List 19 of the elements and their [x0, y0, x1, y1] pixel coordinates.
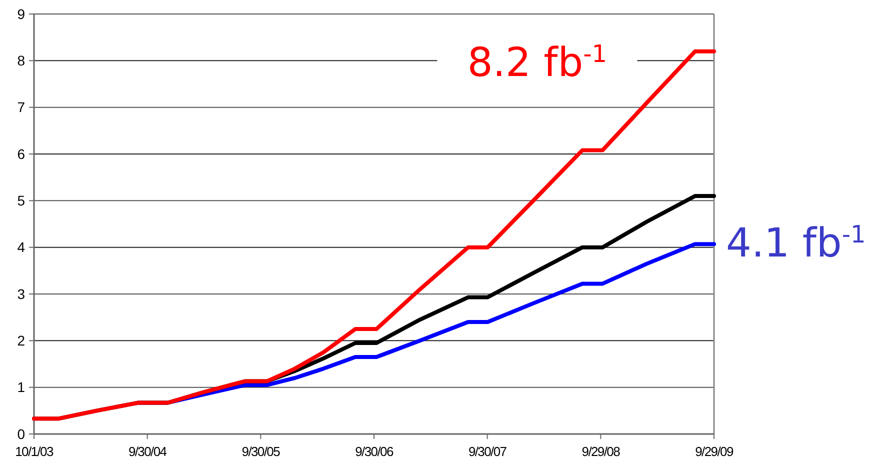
y-tick-label: 3	[17, 286, 26, 302]
x-tick-label: 9/30/06	[355, 444, 394, 459]
y-tick-label: 8	[17, 52, 26, 69]
x-tick-label: 9/30/04	[128, 444, 167, 459]
x-tick-label: 9/30/05	[242, 444, 280, 459]
y-tick-label: 4	[17, 239, 26, 256]
y-tick-label: 0	[17, 426, 26, 442]
x-tick-label: 9/29/08	[582, 444, 620, 459]
y-tick-label: 6	[17, 146, 26, 162]
y-tick-label: 2	[17, 332, 26, 349]
y-tick-label: 9	[17, 6, 26, 22]
annotation: 8.2 fb$^{-1}$	[467, 40, 608, 86]
x-tick-label: 10/1/03	[15, 444, 54, 459]
x-tick-label: 9/29/09	[695, 444, 734, 459]
y-tick-label: 5	[17, 192, 26, 209]
y-tick-label: 7	[17, 99, 26, 116]
annotation: 4.1 fb$^{-1}$	[726, 220, 866, 267]
x-tick-label: 9/30/07	[468, 444, 507, 459]
y-tick-label: 1	[17, 379, 26, 396]
